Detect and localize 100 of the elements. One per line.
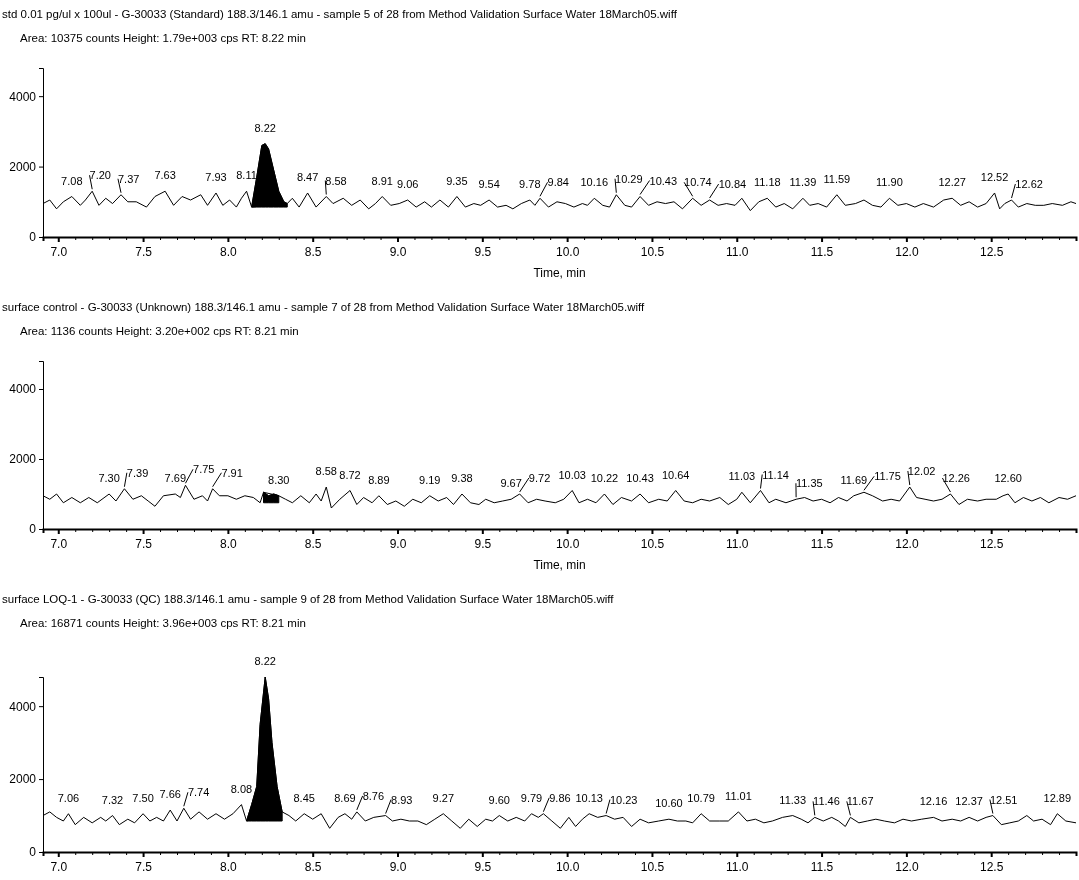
annotation: 9.60 (488, 793, 510, 806)
annotation: 8.22 (254, 121, 276, 134)
annotation: 7.74 (187, 786, 210, 799)
x-tick-label: 11.5 (810, 536, 834, 551)
x-tick-label: 10.5 (640, 244, 665, 259)
x-tick-label: 9.5 (474, 244, 492, 259)
annotation: 12.37 (955, 795, 983, 808)
annotation: 10.79 (687, 791, 715, 804)
annotation: 11.14 (762, 468, 789, 481)
annotation: 12.51 (989, 793, 1018, 806)
x-tick-label: 12.0 (895, 244, 919, 259)
annotation: 9.35 (446, 174, 468, 187)
x-tick-label: 9.5 (474, 859, 492, 874)
annotation: 7.75 (193, 463, 215, 476)
annotation: 8.45 (293, 791, 315, 804)
x-tick-label: 9.5 (474, 536, 492, 551)
annotation: 7.93 (205, 170, 227, 183)
x-tick-label: 8.0 (220, 244, 238, 259)
annotation: 9.54 (478, 178, 500, 191)
x-tick-label: 8.5 (304, 859, 322, 874)
annotation: 8.58 (315, 465, 337, 477)
x-tick-label: 11.0 (726, 536, 749, 551)
x-tick-label: 12.5 (980, 859, 1004, 874)
x-tick-label: 11.5 (810, 244, 834, 259)
annotation: 12.27 (938, 176, 966, 189)
annotation: 11.75 (874, 470, 901, 483)
annotation: 11.90 (876, 176, 903, 189)
annotation: 7.39 (126, 466, 149, 479)
chart-subtitle: Area: 1136 counts Height: 3.20e+002 cps RT: 8.21 min (20, 325, 299, 337)
annotation: 8.47 (296, 170, 319, 183)
x-tick-label: 10.0 (555, 536, 580, 551)
annotation: 7.32 (101, 793, 124, 806)
x-axis-title: Time, min (533, 266, 586, 280)
annotation: 10.23 (609, 793, 638, 806)
annotation: 7.08 (61, 174, 83, 187)
annotation: 7.50 (132, 791, 154, 804)
y-tick-label: 0 (29, 845, 37, 860)
annotation: 10.29 (615, 172, 643, 185)
x-tick-label: 8.5 (304, 244, 322, 259)
x-tick-label: 11.0 (726, 244, 749, 259)
annotation: 8.93 (391, 793, 413, 806)
annotation: 8.76 (362, 789, 385, 802)
chart-title: surface LOQ-1 - G-30033 (QC) 188.3/146.1 amu - sample 9 of 28 from Method Validation Surface Water 18March05.wiff (2, 593, 615, 605)
annotation: 8.69 (334, 791, 356, 804)
annotation: 8.22 (254, 655, 276, 667)
annotation: 10.13 (575, 791, 603, 804)
x-tick-label: 7.0 (50, 859, 68, 874)
x-tick-label: 10.0 (555, 244, 580, 259)
y-tick-label: 2000 (9, 159, 37, 174)
annotation: 7.69 (164, 472, 187, 484)
x-tick-label: 11.0 (726, 859, 749, 874)
annotation: 10.43 (626, 472, 654, 484)
x-tick-label: 7.5 (135, 536, 153, 551)
annotation: 11.35 (795, 477, 823, 490)
annotation: 9.79 (520, 791, 543, 804)
annotation: 12.26 (942, 472, 970, 484)
annotation: 8.72 (339, 468, 361, 481)
chart-subtitle: Area: 10375 counts Height: 1.79e+003 cps RT: 8.22 min (20, 32, 306, 44)
annotation: 11.03 (728, 470, 756, 483)
annotation: 9.06 (396, 178, 419, 191)
x-tick-label: 8.5 (304, 536, 322, 551)
annotation: 9.38 (451, 472, 473, 484)
annotation: 12.89 (1043, 791, 1072, 804)
x-tick-label: 8.0 (220, 859, 238, 874)
x-tick-label: 10.5 (640, 859, 665, 874)
x-tick-label: 9.0 (389, 244, 407, 259)
annotation: 7.20 (89, 169, 111, 182)
annotation: 12.02 (907, 465, 936, 477)
annotation: 10.22 (590, 472, 619, 484)
annotation: 12.16 (919, 795, 948, 808)
x-tick-label: 7.0 (50, 536, 68, 551)
x-tick-label: 12.0 (895, 536, 919, 551)
annotation: 7.63 (154, 169, 176, 182)
annotation: 8.08 (230, 782, 253, 795)
y-tick-label: 0 (29, 522, 37, 537)
x-axis-title: Time, min (533, 558, 586, 572)
annotation: 10.16 (580, 176, 609, 189)
y-tick-label: 0 (29, 230, 37, 245)
x-tick-label: 7.5 (135, 244, 153, 259)
annotation: 12.60 (994, 472, 1022, 484)
chart-title: surface control - G-30033 (Unknown) 188.3/146.1 amu - sample 7 of 28 from Method Validation Surface Water 18March05.wiff (2, 301, 645, 313)
annotation: 8.89 (368, 473, 390, 486)
chart-title: std 0.01 pg/ul x 100ul - G-30033 (Standard) 188.3/146.1 amu - sample 5 of 28 from Method Validation Surface Water 18March05.wiff (2, 8, 678, 20)
annotation: 11.18 (753, 176, 781, 189)
annotation: 9.72 (528, 472, 551, 484)
annotation: 12.52 (980, 170, 1009, 183)
y-tick-label: 2000 (9, 452, 37, 467)
x-tick-label: 12.5 (980, 244, 1004, 259)
annotation: 7.06 (57, 791, 80, 804)
annotation: 8.91 (371, 174, 393, 187)
annotation: 9.78 (519, 178, 541, 191)
annotation: 10.84 (718, 178, 747, 191)
annotation: 11.46 (813, 795, 840, 808)
x-tick-label: 10.0 (555, 859, 580, 874)
x-tick-label: 9.0 (389, 536, 407, 551)
annotation: 10.74 (684, 176, 712, 189)
annotation: 7.30 (98, 472, 120, 484)
annotation: 10.03 (558, 468, 586, 481)
x-tick-label: 7.0 (50, 244, 68, 259)
x-tick-label: 8.0 (220, 536, 238, 551)
